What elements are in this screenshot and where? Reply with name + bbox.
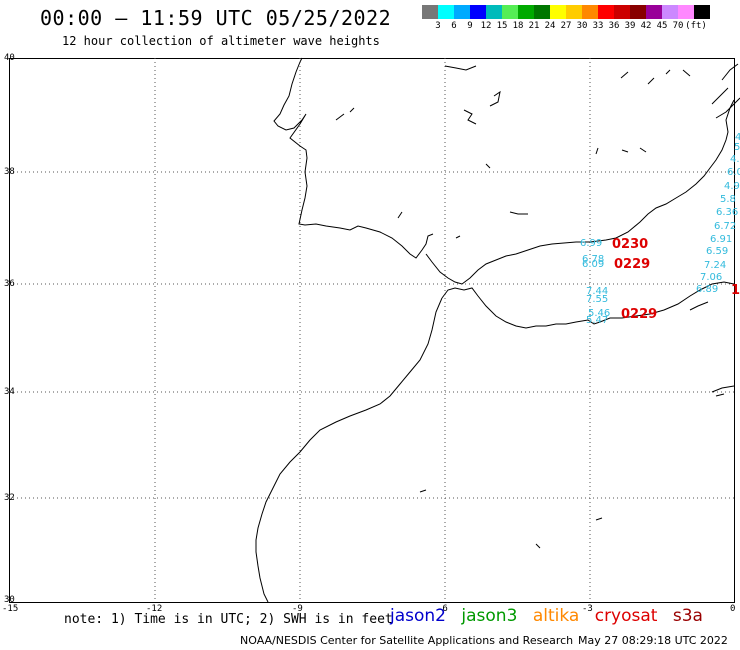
lat-label: 34 xyxy=(4,387,15,397)
wave-value: 4.9 xyxy=(724,181,740,192)
wave-value: 7.44 xyxy=(586,286,608,297)
legend-labels: 3 6 9 12 15 18 21 24 27 30 33 36 39 42 45 70 (ft) xyxy=(422,19,710,33)
satellite-label-jason2: jason2 xyxy=(390,606,446,626)
satellite-label-s3a: s3a xyxy=(672,606,703,626)
lat-label: 38 xyxy=(4,167,15,177)
credit-line: NOAA/NESDIS Center for Satellite Applica… xyxy=(240,634,574,647)
satellite-label-altika: altika xyxy=(532,606,580,626)
wave-value: 5.47 xyxy=(586,315,608,326)
pass-time: 0230 xyxy=(612,237,648,252)
lat-label: 36 xyxy=(4,279,15,289)
wave-value: 4 xyxy=(735,132,740,143)
pass-time: 0229 xyxy=(621,307,657,322)
pass-time: 0229 xyxy=(614,257,650,272)
lon-axis-labels: -15 -12 -9 -6 -3 0 xyxy=(2,604,735,614)
legend-label: 33 xyxy=(592,21,604,31)
legend-swatch xyxy=(566,5,582,19)
lat-label: 40 xyxy=(4,53,15,63)
legend-swatch xyxy=(502,5,518,19)
legend-swatch xyxy=(678,5,694,19)
lat-label: 30 xyxy=(4,595,15,605)
legend-swatch xyxy=(598,5,614,19)
legend-label: 21 xyxy=(528,21,540,31)
legend-label: 30 xyxy=(576,21,588,31)
legend-label: 70 xyxy=(672,21,684,31)
legend-swatch xyxy=(550,5,566,19)
legend-swatch xyxy=(582,5,598,19)
legend-label: 42 xyxy=(640,21,652,31)
legend-label: 3 xyxy=(435,21,441,31)
satellite-label-jason3: jason3 xyxy=(461,606,518,626)
legend-swatch xyxy=(470,5,486,19)
legend-swatch xyxy=(662,5,678,19)
legend-label: 18 xyxy=(512,21,524,31)
lon-label: -3 xyxy=(582,604,593,614)
coastline xyxy=(255,57,740,603)
legend-swatches xyxy=(422,5,710,19)
wave-value: 6.09 xyxy=(582,259,604,270)
map-frame xyxy=(9,58,735,603)
legend-label: 12 xyxy=(480,21,492,31)
wave-value: 6.89 xyxy=(696,284,718,295)
wave-value: 6.36 xyxy=(716,207,738,218)
pass-time: 1 xyxy=(731,283,740,298)
legend-label: 9 xyxy=(467,21,473,31)
color-legend: 3 6 9 12 15 18 21 24 27 30 33 36 39 42 45 70 (ft) xyxy=(422,5,710,33)
wave-value: 7.24 xyxy=(704,260,726,271)
wave-value: 5.8 xyxy=(720,194,736,205)
legend-swatch xyxy=(630,5,646,19)
legend-swatch xyxy=(454,5,470,19)
lat-label: 32 xyxy=(4,493,15,503)
legend-swatch xyxy=(534,5,550,19)
wave-value: 6.72 xyxy=(714,221,736,232)
wave-value: 6.99 xyxy=(580,238,602,249)
legend-swatch xyxy=(614,5,630,19)
legend-label: 24 xyxy=(544,21,556,31)
pass-times: 0230 0229 0229 1 xyxy=(612,237,740,322)
legend-label: 6 xyxy=(451,21,457,31)
legend-label: 39 xyxy=(624,21,636,31)
units-note: note: 1) Time is in UTC; 2) SWH is in fe… xyxy=(64,612,393,627)
wave-value: 7.55 xyxy=(586,294,608,305)
legend-label: 15 xyxy=(496,21,508,31)
map-subtitle: 12 hour collection of altimeter wave hei… xyxy=(62,34,380,48)
lon-label: -12 xyxy=(146,604,162,614)
legend-swatch xyxy=(422,5,438,19)
wave-value: 4. xyxy=(730,154,740,165)
satellite-label-cryosat: cryosat xyxy=(594,606,658,626)
wave-value: 6.0 xyxy=(727,167,740,178)
legend-label: 27 xyxy=(560,21,572,31)
lon-label: 0 xyxy=(730,604,735,614)
wave-value: 5.46 xyxy=(588,308,610,319)
generated-timestamp: May 27 08:29:18 UTC 2022 xyxy=(578,634,728,647)
legend-label: 45 xyxy=(656,21,668,31)
wave-height-values: 4 5 4. 6.0 4.9 5.8 6.36 6.72 6.91 6.59 7… xyxy=(580,132,740,326)
legend-swatch xyxy=(646,5,662,19)
satellite-legend: jason2 jason3 altika cryosat s3a xyxy=(390,606,713,626)
map-title: 00:00 – 11:59 UTC 05/25/2022 xyxy=(40,6,392,30)
legend-swatch xyxy=(694,5,710,19)
legend-unit: (ft) xyxy=(685,21,707,31)
lat-axis-labels: 40 38 36 34 32 30 xyxy=(4,53,15,605)
wave-value: 6.91 xyxy=(710,234,732,245)
grid-lines xyxy=(9,58,735,602)
legend-label: 36 xyxy=(608,21,620,31)
wave-value: 6.59 xyxy=(706,246,728,257)
lon-label: -9 xyxy=(292,604,303,614)
legend-swatch xyxy=(438,5,454,19)
lon-label: -6 xyxy=(437,604,448,614)
legend-swatch xyxy=(486,5,502,19)
legend-swatch xyxy=(518,5,534,19)
wave-value: 6.78 xyxy=(582,254,604,265)
wave-value: 5 xyxy=(734,142,740,153)
wave-value: 7.06 xyxy=(700,272,722,283)
lon-label: -15 xyxy=(2,604,18,614)
